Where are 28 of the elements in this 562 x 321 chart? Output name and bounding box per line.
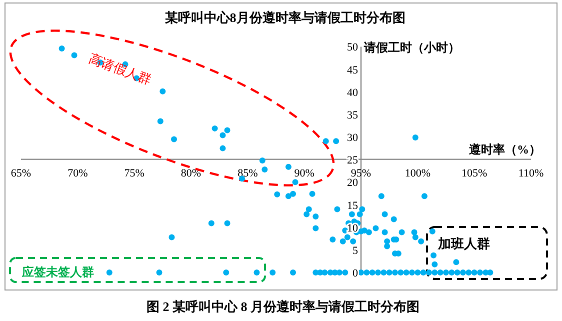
x-tick-label: 105%: [461, 167, 488, 180]
y-tick-label: 0: [352, 268, 358, 280]
annotation: 应签未签人群: [21, 265, 94, 279]
y-tick-label: 20: [347, 177, 358, 190]
y-tick-label: 50: [347, 42, 358, 54]
y-tick-label: 35: [347, 109, 358, 122]
x-tick-label: 90%: [294, 167, 314, 180]
y-tick-label: 40: [347, 86, 358, 99]
y-tick-label: 30: [347, 132, 358, 144]
y-tick-label: 15: [347, 200, 358, 212]
x-tick-label: 110%: [518, 167, 544, 180]
x-tick-label: 100%: [404, 167, 431, 180]
y-tick-label: 10: [347, 222, 358, 234]
x-tick-label: 95%: [350, 167, 372, 180]
annotation: 高请假人群: [86, 50, 154, 88]
chart-title: 某呼叫中心8月份遵时率与请假工时分布图: [164, 10, 406, 25]
x-axis-title: 遵时率（%）: [468, 142, 541, 156]
y-tick-label: 25: [347, 154, 358, 167]
annotation: 加班人群: [437, 236, 490, 251]
y-axis-title: 请假工时（小时）: [363, 40, 460, 55]
x-tick-label: 75%: [124, 167, 144, 180]
x-tick-label: 80%: [180, 167, 202, 180]
y-tick-label: 5: [352, 244, 358, 257]
caption: 图 2 某呼叫中心 8 月份遵时率与请假工时分布图: [146, 299, 420, 314]
x-tick-label: 85%: [238, 167, 258, 180]
x-tick-label: 65%: [10, 167, 32, 180]
y-tick-label: 45: [347, 64, 358, 76]
x-tick-label: 70%: [68, 167, 88, 180]
